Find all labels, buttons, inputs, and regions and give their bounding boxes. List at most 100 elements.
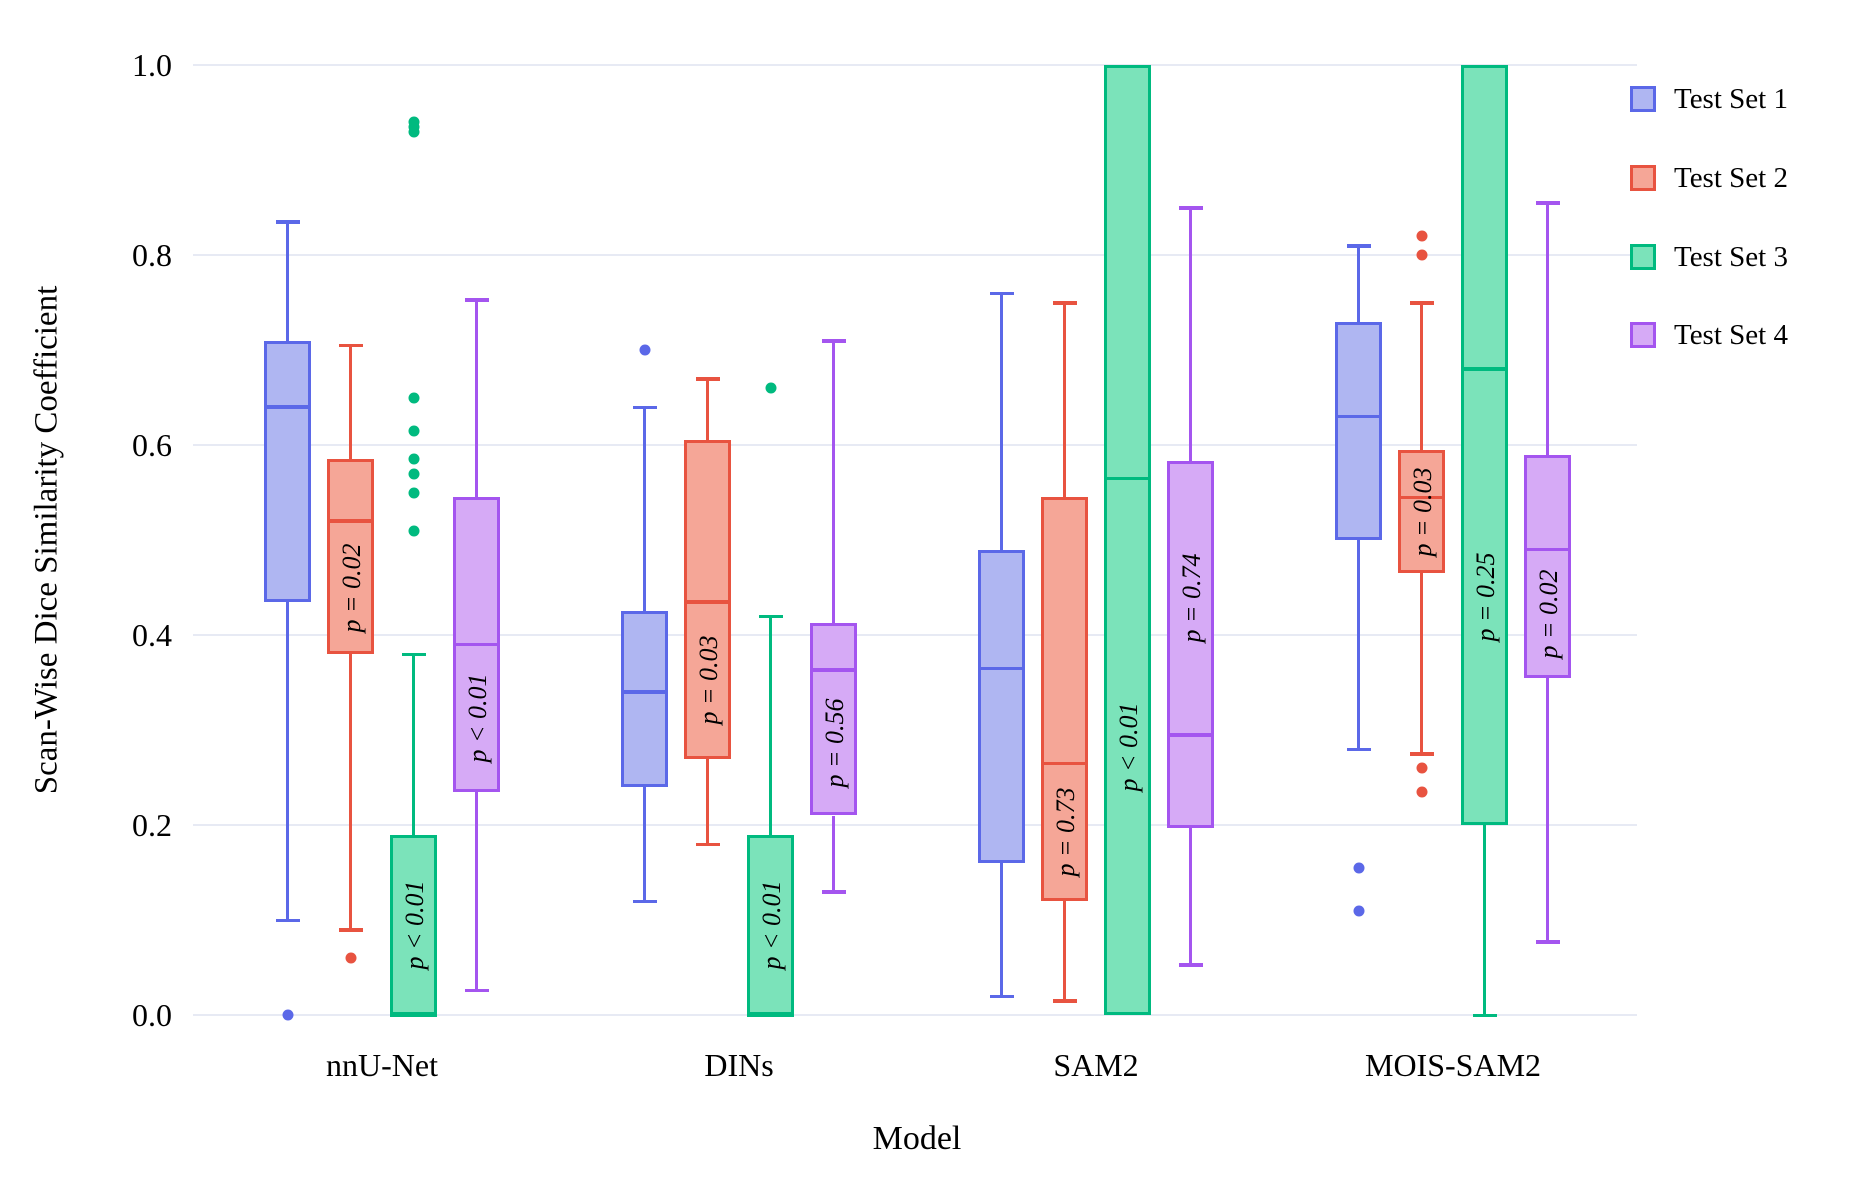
upper-cap-mois-sam2-test-set-2 <box>1409 301 1434 305</box>
lower-whisker-nnu-net-test-set-2 <box>349 654 352 930</box>
median-sam2-test-set-4 <box>1167 733 1214 737</box>
lower-cap-dins-test-set-4 <box>821 890 846 894</box>
outlier-dins-test-set-3 <box>765 382 776 394</box>
upper-cap-nnu-net-test-set-1 <box>275 220 300 224</box>
upper-cap-sam2-test-set-2 <box>1052 301 1077 305</box>
median-dins-test-set-2 <box>684 600 731 604</box>
outlier-nnu-net-test-set-3 <box>408 392 419 403</box>
box-dins-test-set-3 <box>747 834 794 1015</box>
lower-cap-sam2-test-set-1 <box>989 994 1014 998</box>
median-mois-sam2-test-set-2 <box>1398 495 1445 499</box>
upper-cap-dins-test-set-1 <box>632 405 657 409</box>
lower-whisker-dins-test-set-1 <box>643 787 646 901</box>
box-sam2-test-set-1 <box>978 549 1025 863</box>
lower-whisker-mois-sam2-test-set-1 <box>1357 540 1360 749</box>
x-axis-title: Model <box>872 1120 962 1157</box>
gridline-1.0 <box>193 64 1637 66</box>
upper-cap-nnu-net-test-set-2 <box>338 343 363 348</box>
upper-cap-nnu-net-test-set-4 <box>464 298 489 302</box>
outlier-dins-test-set-1 <box>639 344 650 356</box>
p-value-label-dins-test-set-3: p < 0.01 <box>756 880 786 970</box>
p-value-label-dins-test-set-2: p = 0.03 <box>693 635 723 725</box>
upper-whisker-dins-test-set-4 <box>832 340 835 623</box>
upper-cap-mois-sam2-test-set-1 <box>1346 244 1371 248</box>
p-value-label-nnu-net-test-set-4: p < 0.01 <box>462 673 492 763</box>
lower-cap-sam2-test-set-4 <box>1178 963 1203 967</box>
outlier-mois-sam2-test-set-2 <box>1416 786 1427 798</box>
lower-whisker-mois-sam2-test-set-2 <box>1420 573 1423 754</box>
y-axis-title: Scan-Wise Dice Similarity Coefficient <box>28 285 65 795</box>
lower-whisker-dins-test-set-4 <box>832 815 835 892</box>
outlier-nnu-net-test-set-3 <box>408 425 419 437</box>
y-tick-label: 1.0 <box>132 47 172 83</box>
outlier-nnu-net-test-set-3 <box>408 116 419 128</box>
box-sam2-test-set-3 <box>1104 65 1151 1015</box>
outlier-mois-sam2-test-set-2 <box>1416 249 1427 261</box>
median-mois-sam2-test-set-1 <box>1335 414 1382 419</box>
lower-cap-dins-test-set-2 <box>695 842 720 846</box>
lower-cap-mois-sam2-test-set-2 <box>1409 752 1434 756</box>
y-tick-label: 0.6 <box>132 427 172 463</box>
median-dins-test-set-3 <box>747 1013 794 1017</box>
legend-label-test-set-3: Test Set 3 <box>1674 241 1788 273</box>
upper-whisker-nnu-net-test-set-2 <box>349 345 352 460</box>
upper-whisker-mois-sam2-test-set-4 <box>1546 202 1549 455</box>
upper-whisker-nnu-net-test-set-3 <box>412 654 415 835</box>
lower-cap-dins-test-set-1 <box>632 899 657 903</box>
gridline-0.6 <box>193 444 1637 446</box>
y-tick-label: 0.2 <box>132 807 172 843</box>
box-mois-sam2-test-set-3 <box>1461 65 1508 825</box>
upper-whisker-mois-sam2-test-set-2 <box>1420 302 1423 450</box>
lower-cap-nnu-net-test-set-2 <box>338 928 363 932</box>
legend-swatch-test-set-4 <box>1630 322 1656 348</box>
upper-cap-mois-sam2-test-set-4 <box>1535 201 1560 205</box>
median-sam2-test-set-1 <box>978 666 1025 670</box>
y-tick-label: 0.4 <box>132 617 172 653</box>
x-tick-label-mois-sam2: MOIS-SAM2 <box>1364 1047 1542 1083</box>
upper-whisker-dins-test-set-1 <box>643 407 646 612</box>
lower-cap-nnu-net-test-set-1 <box>275 918 300 922</box>
box-nnu-net-test-set-1 <box>264 340 311 602</box>
median-mois-sam2-test-set-4 <box>1524 547 1571 552</box>
legend-swatch-test-set-1 <box>1630 86 1656 112</box>
lower-cap-nnu-net-test-set-4 <box>464 988 489 993</box>
legend-swatch-test-set-2 <box>1630 165 1656 191</box>
gridline-0.4 <box>193 634 1637 636</box>
median-nnu-net-test-set-1 <box>264 405 311 409</box>
lower-whisker-mois-sam2-test-set-4 <box>1546 677 1549 942</box>
lower-whisker-sam2-test-set-4 <box>1189 827 1192 965</box>
upper-whisker-nnu-net-test-set-4 <box>475 299 478 498</box>
box-nnu-net-test-set-2 <box>327 459 374 654</box>
lower-cap-mois-sam2-test-set-1 <box>1346 747 1371 751</box>
lower-whisker-sam2-test-set-1 <box>1000 863 1003 996</box>
lower-whisker-sam2-test-set-2 <box>1063 901 1066 1001</box>
p-value-label-mois-sam2-test-set-4: p = 0.02 <box>1533 569 1563 659</box>
upper-whisker-sam2-test-set-1 <box>1000 293 1003 550</box>
outlier-nnu-net-test-set-3 <box>408 525 419 536</box>
p-value-label-nnu-net-test-set-3: p < 0.01 <box>399 880 429 970</box>
legend-label-test-set-1: Test Set 1 <box>1674 83 1788 115</box>
box-sam2-test-set-4 <box>1167 461 1214 828</box>
outlier-nnu-net-test-set-3 <box>408 453 419 465</box>
box-sam2-test-set-2 <box>1041 497 1088 901</box>
lower-whisker-nnu-net-test-set-4 <box>475 791 478 991</box>
upper-whisker-dins-test-set-2 <box>706 378 709 441</box>
gridline-0.0 <box>193 1014 1637 1016</box>
outlier-mois-sam2-test-set-2 <box>1416 230 1427 242</box>
median-dins-test-set-1 <box>621 690 668 694</box>
lower-whisker-mois-sam2-test-set-3 <box>1483 825 1486 1015</box>
outlier-nnu-net-test-set-3 <box>408 487 419 498</box>
legend-label-test-set-2: Test Set 2 <box>1674 162 1788 194</box>
p-value-label-mois-sam2-test-set-2: p = 0.03 <box>1407 466 1437 557</box>
x-tick-label-sam2: SAM2 <box>1053 1047 1139 1083</box>
median-mois-sam2-test-set-3 <box>1461 367 1508 371</box>
median-dins-test-set-4 <box>810 668 857 672</box>
p-value-label-sam2-test-set-3: p < 0.01 <box>1113 702 1143 792</box>
lower-cap-mois-sam2-test-set-4 <box>1535 940 1560 944</box>
upper-whisker-mois-sam2-test-set-1 <box>1357 245 1360 322</box>
lower-whisker-nnu-net-test-set-1 <box>286 601 289 920</box>
p-value-label-sam2-test-set-2: p = 0.73 <box>1050 787 1080 877</box>
upper-cap-sam2-test-set-4 <box>1178 206 1203 210</box>
lower-cap-mois-sam2-test-set-3 <box>1472 1013 1497 1017</box>
